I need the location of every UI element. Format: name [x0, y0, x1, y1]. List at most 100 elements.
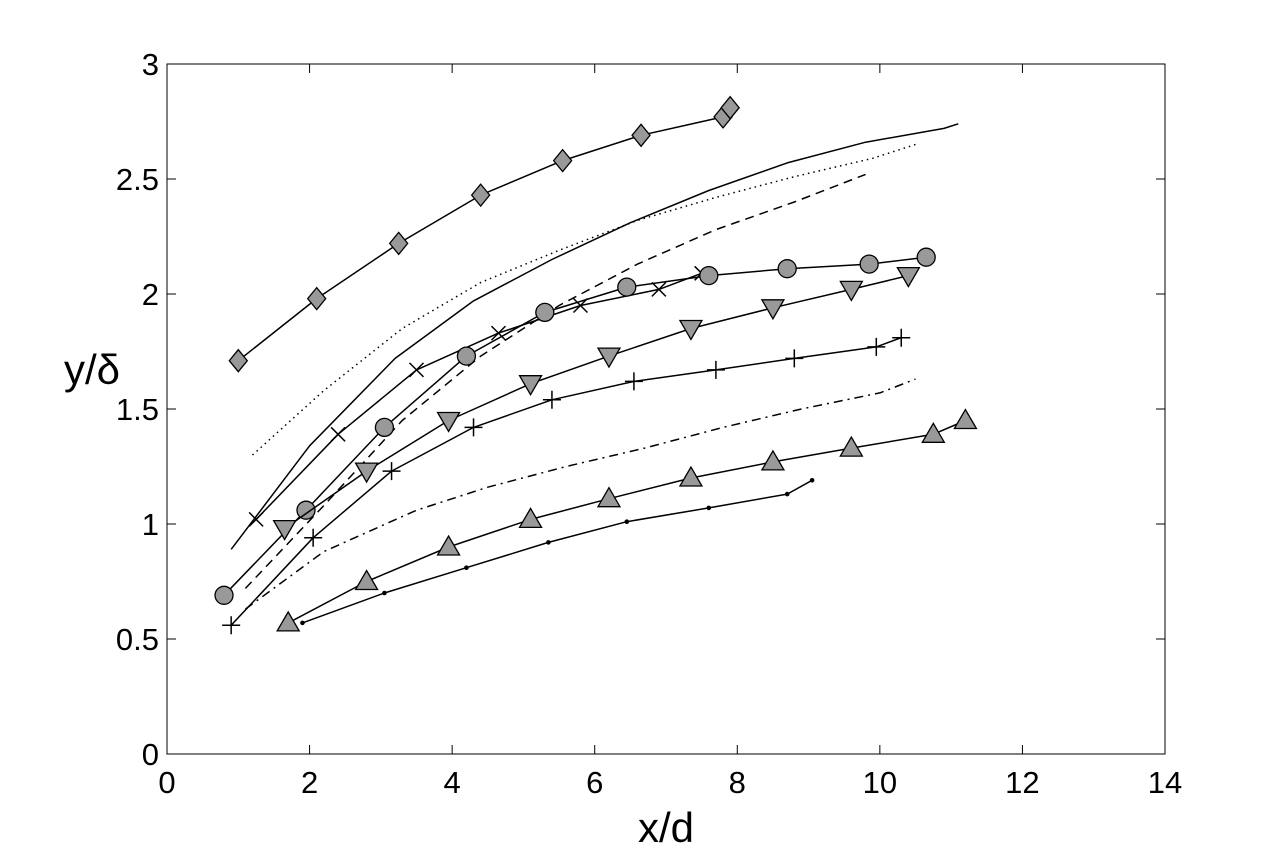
dot-marker [300, 620, 305, 626]
series-10 [276, 408, 978, 632]
series-4 [244, 173, 866, 589]
series-line [251, 143, 916, 456]
series-layer [214, 95, 978, 635]
series-11 [300, 478, 815, 626]
triangle-up-marker [953, 408, 978, 430]
series-line [237, 107, 731, 362]
dot-marker [706, 505, 712, 511]
y-tick-label: 0 [142, 737, 159, 772]
x-tick-label: 6 [586, 765, 603, 800]
diamond-marker [631, 123, 651, 148]
series-line [244, 378, 916, 610]
triangle-up-marker [678, 465, 704, 487]
dot-marker [784, 491, 790, 497]
triangle-up-marker [760, 449, 786, 471]
x-tick-label: 12 [1005, 765, 1039, 800]
plus-marker [892, 328, 911, 347]
series-9 [244, 378, 916, 610]
dot-marker [382, 590, 387, 596]
dot-marker [624, 519, 630, 524]
plus-marker [382, 462, 401, 481]
dot-marker [546, 540, 551, 545]
plus-marker [624, 372, 643, 391]
diamond-marker [228, 348, 249, 373]
axis-ticks: 0 2 4 6 8 10 12 14 0 0.5 1 1.5 2 2.5 3 [116, 47, 1182, 800]
plus-marker [222, 616, 241, 635]
triangle-up-marker [921, 422, 946, 443]
triangle-up-marker [436, 534, 461, 556]
plus-marker [464, 418, 483, 437]
diamond-marker [306, 286, 327, 311]
triangle-down-marker [518, 375, 543, 396]
circle-marker [699, 265, 719, 286]
series-3 [251, 143, 916, 456]
circle-marker [296, 500, 316, 520]
triangle-down-marker [839, 280, 864, 302]
triangle-down-marker [272, 519, 297, 541]
triangle-down-marker [896, 266, 921, 288]
plus-marker [867, 337, 886, 356]
series-line [287, 419, 966, 624]
plus-marker [785, 349, 804, 368]
circle-marker [859, 254, 879, 274]
triangle-up-marker [596, 486, 622, 508]
diamond-marker [388, 231, 409, 256]
y-tick-label: 2.5 [116, 162, 159, 197]
diamond-marker [552, 148, 573, 173]
y-tick-label: 1 [142, 507, 159, 542]
plus-marker [542, 390, 561, 409]
x-tick-label: 10 [863, 765, 897, 800]
series-1 [228, 95, 740, 373]
y-axis-label: y/δ [64, 346, 120, 393]
series-6 [214, 247, 936, 605]
circle-marker [617, 277, 637, 297]
circle-marker [374, 417, 395, 438]
y-tick-label: 2 [142, 277, 159, 312]
series-line [230, 123, 959, 550]
circle-marker [456, 346, 477, 366]
series-8 [222, 328, 911, 635]
triangle-down-marker [354, 462, 379, 484]
triangle-up-marker [276, 610, 301, 632]
triangle-down-marker [436, 411, 461, 433]
x-marker [651, 281, 667, 297]
triangle-down-marker [678, 319, 704, 341]
x-tick-label: 0 [158, 765, 175, 800]
x-axis-label: x/d [638, 804, 694, 851]
plus-marker [304, 528, 323, 547]
y-tick-label: 0.5 [116, 622, 159, 657]
x-tick-label: 4 [444, 765, 461, 800]
x-marker [408, 362, 425, 378]
diamond-marker [470, 183, 491, 208]
triangle-up-marker [518, 507, 543, 529]
plot-area [166, 63, 1166, 755]
x-marker [490, 325, 507, 341]
circle-marker [535, 302, 555, 323]
series-line [230, 336, 902, 626]
x-tick-label: 8 [729, 765, 746, 800]
dot-marker [464, 565, 469, 570]
series-line [244, 173, 866, 589]
series-2 [230, 123, 959, 550]
y-tick-label: 3 [142, 47, 159, 82]
series-line [302, 479, 813, 624]
circle-marker [916, 247, 936, 267]
triangle-up-marker [354, 569, 379, 591]
plus-marker [706, 360, 725, 379]
x-marker [330, 426, 346, 442]
series-5 [248, 265, 710, 527]
circle-marker [777, 259, 797, 279]
diamond-marker [720, 95, 740, 120]
series-7 [272, 266, 921, 541]
x-marker [572, 297, 588, 314]
x-tick-label: 2 [301, 765, 318, 800]
circle-marker [214, 585, 234, 605]
x-marker [248, 511, 264, 527]
triangle-down-marker [760, 299, 786, 321]
triangle-up-marker [839, 435, 864, 457]
x-tick-label: 14 [1148, 765, 1182, 800]
triangle-down-marker [596, 347, 622, 369]
series-line [223, 256, 927, 596]
dot-marker [809, 478, 815, 483]
